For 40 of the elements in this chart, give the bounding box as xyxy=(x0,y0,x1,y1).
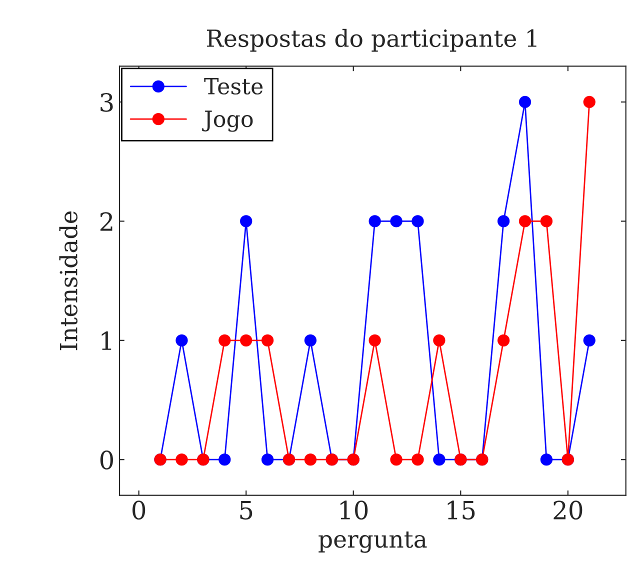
x-axis-title: pergunta xyxy=(318,532,427,553)
y-axis-title: Intensidade xyxy=(59,211,78,350)
point xyxy=(433,454,446,466)
x-tick-label: 5 xyxy=(240,500,252,520)
point xyxy=(497,215,510,228)
x-tick-label: 10 xyxy=(340,500,368,520)
point xyxy=(218,454,231,466)
point xyxy=(518,96,532,108)
x-tick-label: 20 xyxy=(554,500,582,520)
point xyxy=(412,454,424,466)
point xyxy=(368,215,381,228)
point xyxy=(412,215,424,228)
y-tick-label: 0 xyxy=(100,450,113,470)
point xyxy=(261,454,274,466)
point xyxy=(390,454,402,466)
point xyxy=(304,334,317,346)
point xyxy=(368,334,381,346)
point xyxy=(304,454,317,466)
point xyxy=(218,334,231,346)
chart-title: Respostas do participante 1 xyxy=(206,28,536,52)
point xyxy=(433,334,446,346)
point xyxy=(540,454,553,466)
y-tick-label: 1 xyxy=(102,331,112,350)
point xyxy=(176,334,188,346)
point xyxy=(518,215,532,228)
point xyxy=(240,334,252,346)
point xyxy=(176,454,188,466)
legend-label: Jogo xyxy=(202,110,253,132)
y-tick-label: 3 xyxy=(100,92,113,112)
point xyxy=(261,334,274,346)
point xyxy=(390,215,402,228)
legend-label: Teste xyxy=(204,78,263,95)
point xyxy=(240,215,252,228)
point xyxy=(540,215,553,228)
point xyxy=(497,334,510,346)
x-tick-label: 0 xyxy=(132,500,146,520)
point xyxy=(583,334,596,346)
point xyxy=(583,96,596,108)
y-tick-label: 2 xyxy=(100,212,112,231)
x-tick-label: 15 xyxy=(448,500,475,520)
